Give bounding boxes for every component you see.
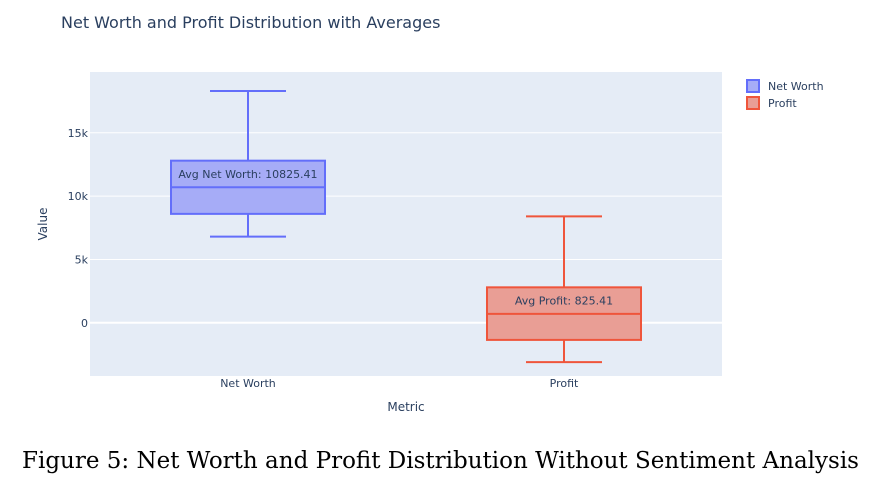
y-tick-label: 0 [81, 317, 88, 330]
box-plots: Avg Net Worth: 10825.41 Avg Profit: 825.4… [170, 90, 642, 364]
x-axis-title: Metric [387, 400, 424, 414]
legend-item-net-worth[interactable]: Net Worth [746, 79, 824, 93]
legend-swatch [746, 79, 760, 93]
box-net-worth: Avg Net Worth: 10825.41 [170, 90, 326, 238]
average-annotation: Avg Profit: 825.41 [515, 295, 613, 308]
x-tick-label: Net Worth [220, 377, 276, 390]
legend-label: Profit [768, 97, 797, 110]
legend[interactable]: Net Worth Profit [746, 79, 824, 110]
x-tick-labels: Net Worth Profit [220, 377, 579, 390]
y-tick-labels: 0 5k 10k 15k [68, 127, 89, 330]
x-tick-label: Profit [550, 377, 579, 390]
legend-label: Net Worth [768, 80, 824, 93]
y-axis-title: Value [36, 208, 50, 241]
legend-swatch [746, 96, 760, 110]
legend-item-profit[interactable]: Profit [746, 96, 797, 110]
chart-title: Net Worth and Profit Distribution with A… [61, 13, 440, 32]
average-annotation: Avg Net Worth: 10825.41 [178, 168, 317, 181]
y-tick-label: 15k [68, 127, 89, 140]
box-profit: Avg Profit: 825.41 [486, 215, 642, 364]
y-tick-label: 5k [75, 253, 89, 266]
figure-caption: Figure 5: Net Worth and Profit Distribut… [22, 448, 859, 474]
chart-svg: Net Worth and Profit Distribution with A… [36, 13, 824, 414]
y-tick-label: 10k [68, 190, 89, 203]
